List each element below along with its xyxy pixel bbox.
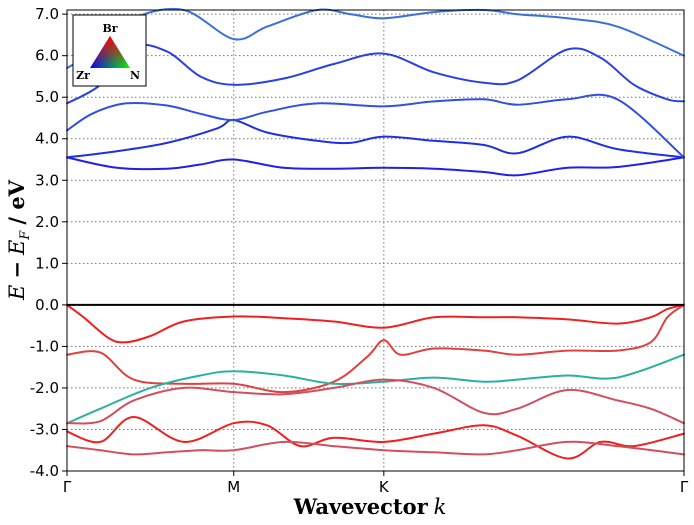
y-tick-label: 1.0 [35,254,59,272]
y-tick-label: -2.0 [30,379,59,397]
y-axis-ticks: -4.0 -3.0 -2.0 -1.0 0.0 1.0 2.0 3.0 4.0 5.0 6.0 7.0 [30,5,67,480]
y-tick-label: 5.0 [35,88,59,106]
band-line [66,303,685,394]
y-tick-label: -4.0 [30,462,59,480]
x-tick-label: Γ [680,478,689,496]
band-line [66,440,685,456]
band-line [66,43,685,105]
y-axis-title-var: E [5,285,29,301]
legend-label-right: N [130,69,140,82]
y-axis-title-minus: − [4,261,29,279]
bands [66,7,685,460]
plot-frame [66,9,685,472]
band-line [66,416,685,460]
x-axis-title-var: k [434,495,447,519]
y-tick-label: 7.0 [35,5,59,23]
legend: Br Zr N [72,14,147,87]
y-axis-title-subscript: F [18,230,33,241]
y-axis-title-ef: E [5,240,29,256]
band-line [66,378,685,425]
x-axis-title: Wavevector k [293,494,447,519]
y-tick-label: 0.0 [35,296,59,314]
legend-label-top: Br [102,22,117,35]
y-tick-label: 6.0 [35,47,59,65]
band-line [66,93,685,159]
band-line [66,303,685,344]
x-tick-label: K [379,478,390,496]
y-tick-label: 2.0 [35,213,59,231]
legend-label-left: Zr [76,69,90,82]
y-tick-label: -3.0 [30,420,59,438]
y-axis-title-unit: / eV [4,179,29,224]
y-axis-title: E−EF/ eV [4,179,33,301]
band-line [66,156,685,177]
y-tick-label: 4.0 [35,130,59,148]
band-line [66,119,685,159]
x-tick-label: M [227,478,240,496]
y-tick-label: -1.0 [30,337,59,355]
band-line [66,7,685,70]
x-axis-title-main: Wavevector [293,494,429,519]
y-tick-label: 3.0 [35,171,59,189]
legend-triangle-overlay [90,36,130,68]
x-tick-label: Γ [63,478,72,496]
